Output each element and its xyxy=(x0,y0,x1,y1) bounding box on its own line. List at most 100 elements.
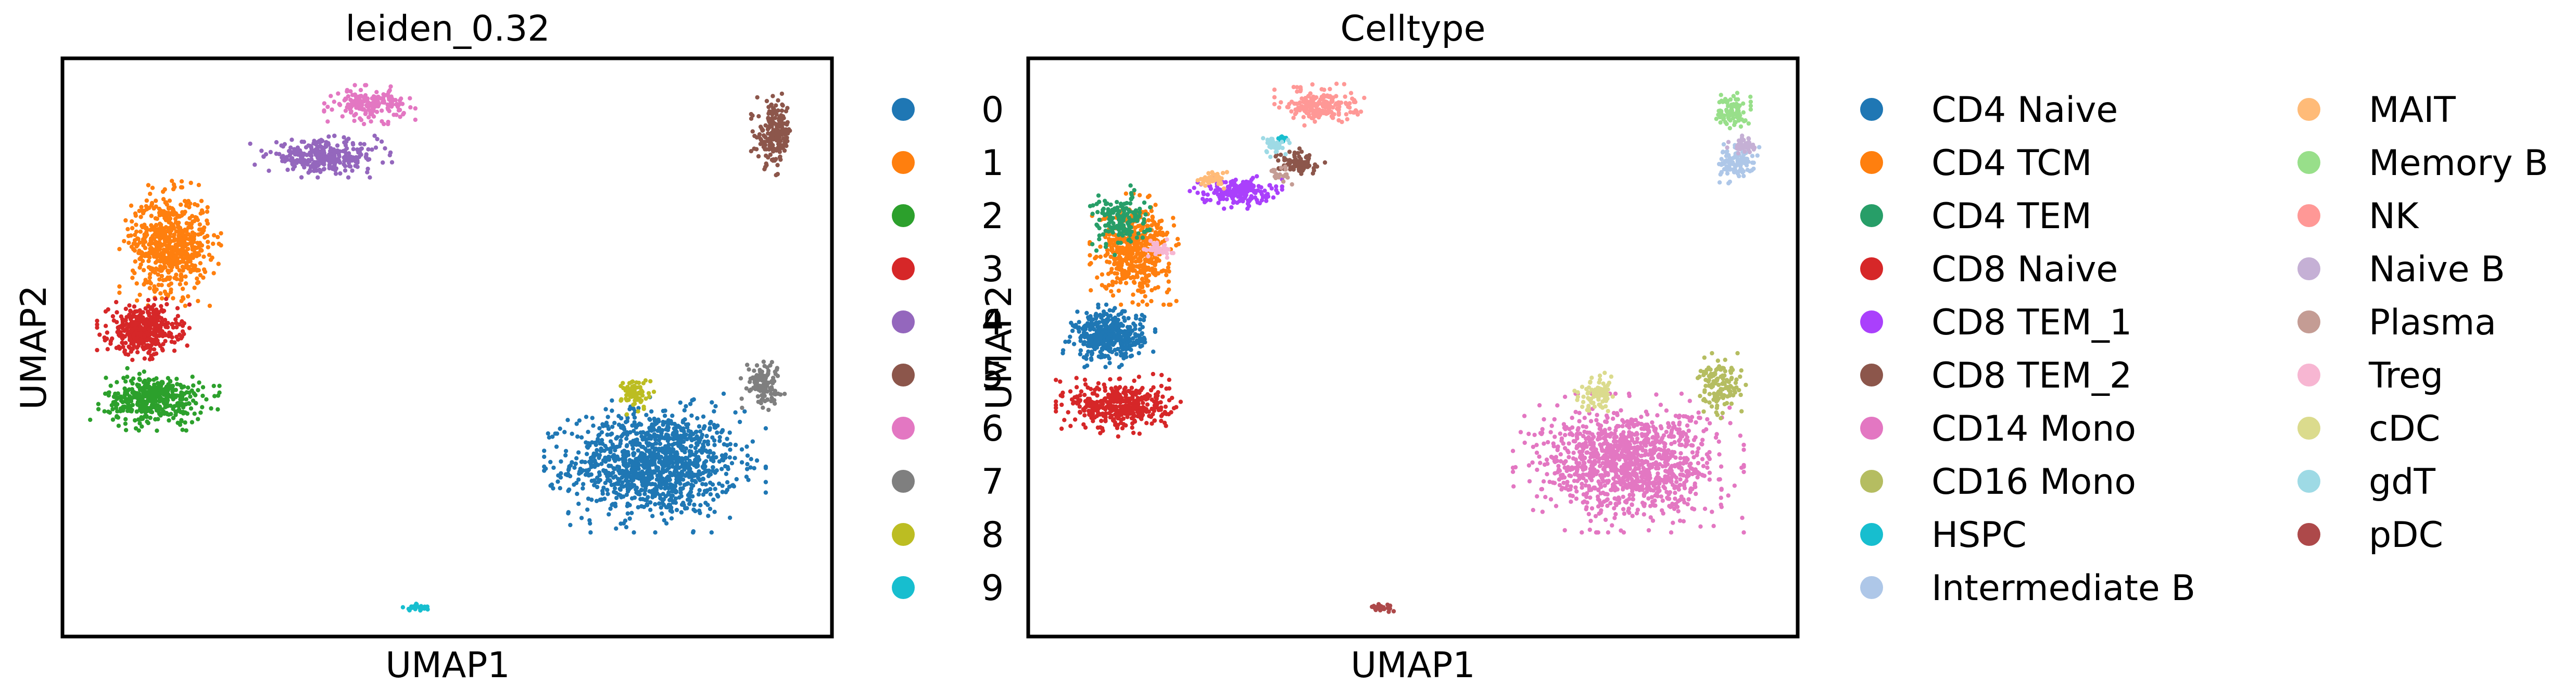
series-cd4-tem xyxy=(1088,183,1153,257)
data-point xyxy=(394,113,399,117)
data-point xyxy=(1095,210,1100,215)
data-point xyxy=(289,138,294,142)
data-point xyxy=(1137,351,1141,356)
data-point xyxy=(563,453,568,458)
data-point xyxy=(186,246,191,252)
data-point xyxy=(643,432,649,437)
data-point xyxy=(399,96,403,101)
data-point xyxy=(154,240,158,245)
data-point xyxy=(633,438,638,443)
data-point xyxy=(1132,188,1137,193)
data-point xyxy=(188,394,193,399)
data-point xyxy=(691,432,696,437)
data-point xyxy=(172,226,176,231)
data-point xyxy=(106,393,111,398)
data-point xyxy=(652,422,658,427)
data-point xyxy=(139,205,144,209)
data-point xyxy=(761,359,766,364)
data-point xyxy=(133,213,138,218)
data-point xyxy=(713,404,718,408)
data-point xyxy=(318,144,322,149)
data-point xyxy=(167,220,171,225)
data-point xyxy=(661,450,665,454)
data-point xyxy=(201,228,206,233)
data-point xyxy=(712,409,716,414)
data-point xyxy=(698,503,703,507)
data-point xyxy=(710,400,714,405)
data-point xyxy=(308,150,312,155)
data-point xyxy=(1097,217,1102,222)
data-point xyxy=(775,373,780,378)
data-point xyxy=(389,97,394,102)
data-point xyxy=(779,130,784,135)
data-point xyxy=(197,222,202,227)
data-point xyxy=(122,350,127,354)
data-point xyxy=(342,155,346,160)
data-point xyxy=(632,401,637,406)
data-point xyxy=(350,141,355,146)
data-point xyxy=(166,376,170,381)
data-point xyxy=(700,450,704,455)
data-point xyxy=(380,119,384,124)
data-point xyxy=(144,198,149,203)
data-point xyxy=(658,459,663,464)
data-point xyxy=(1097,237,1102,242)
data-point xyxy=(659,511,664,516)
data-point xyxy=(1176,242,1181,246)
data-point xyxy=(625,484,629,489)
data-point xyxy=(161,342,166,346)
data-point xyxy=(1103,244,1108,250)
data-point xyxy=(766,118,771,123)
data-point xyxy=(708,492,713,497)
data-point xyxy=(586,473,591,478)
data-point xyxy=(1141,401,1145,405)
data-point xyxy=(1121,356,1126,360)
data-point xyxy=(1153,329,1158,334)
data-point xyxy=(188,267,193,272)
data-point xyxy=(1161,268,1166,273)
data-point xyxy=(692,453,698,457)
data-point xyxy=(362,142,367,146)
data-point xyxy=(137,393,142,398)
data-point xyxy=(337,154,342,159)
data-point xyxy=(1152,220,1157,225)
data-point xyxy=(649,436,653,441)
data-point xyxy=(1081,422,1086,427)
data-point xyxy=(1089,357,1094,362)
data-point xyxy=(1116,415,1120,419)
data-point xyxy=(131,247,136,252)
data-point xyxy=(603,455,608,460)
data-point xyxy=(363,83,368,88)
data-point xyxy=(147,378,152,382)
data-point xyxy=(1113,271,1117,276)
data-point xyxy=(1109,241,1114,245)
data-point xyxy=(1122,329,1127,334)
data-point xyxy=(379,139,384,144)
data-point xyxy=(629,496,635,501)
data-point xyxy=(650,514,655,518)
data-point xyxy=(784,109,789,114)
data-point xyxy=(586,496,591,501)
data-point xyxy=(288,145,293,150)
data-point xyxy=(624,492,629,497)
data-point xyxy=(1095,321,1100,326)
data-point xyxy=(676,473,681,479)
data-point xyxy=(159,304,163,308)
data-point xyxy=(597,453,602,458)
data-point xyxy=(1137,214,1142,219)
data-point xyxy=(176,259,181,264)
data-point xyxy=(1158,226,1163,231)
data-point xyxy=(658,484,663,489)
data-point xyxy=(185,253,190,257)
data-point xyxy=(145,338,149,343)
data-point xyxy=(693,445,698,451)
data-point xyxy=(115,402,120,407)
data-point xyxy=(1145,195,1151,200)
data-point xyxy=(678,459,683,464)
legend-label: 4 xyxy=(981,302,1004,343)
data-point xyxy=(1088,344,1092,348)
data-point xyxy=(1082,408,1087,413)
data-point xyxy=(335,143,340,148)
data-point xyxy=(1077,325,1081,330)
data-point xyxy=(1096,193,1101,198)
